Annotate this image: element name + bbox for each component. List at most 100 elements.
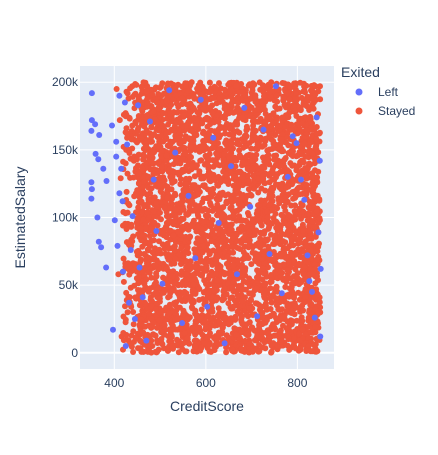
stayed-point[interactable] xyxy=(137,338,144,344)
stayed-point[interactable] xyxy=(182,150,189,157)
stayed-point[interactable] xyxy=(222,147,229,154)
stayed-point[interactable] xyxy=(205,281,212,287)
stayed-point[interactable] xyxy=(273,295,280,302)
stayed-point[interactable] xyxy=(227,125,233,132)
stayed-point[interactable] xyxy=(295,246,302,253)
legend-item-left[interactable]: Left xyxy=(355,85,399,99)
left-point[interactable] xyxy=(135,102,142,109)
left-point[interactable] xyxy=(118,165,125,172)
stayed-point[interactable] xyxy=(306,309,313,316)
stayed-point[interactable] xyxy=(280,189,287,196)
legend-item-stayed[interactable]: Stayed xyxy=(355,104,416,118)
stayed-point[interactable] xyxy=(135,151,142,158)
stayed-point[interactable] xyxy=(267,89,273,96)
stayed-point[interactable] xyxy=(260,175,267,182)
stayed-point[interactable] xyxy=(289,318,296,325)
stayed-point[interactable] xyxy=(205,213,212,220)
stayed-point[interactable] xyxy=(206,89,213,96)
stayed-point[interactable] xyxy=(158,339,165,346)
stayed-point[interactable] xyxy=(151,254,157,261)
stayed-point[interactable] xyxy=(217,190,224,197)
stayed-point[interactable] xyxy=(234,257,241,264)
stayed-point[interactable] xyxy=(219,211,226,217)
stayed-point[interactable] xyxy=(296,121,303,128)
stayed-point[interactable] xyxy=(201,205,208,212)
stayed-point[interactable] xyxy=(242,98,249,104)
stayed-point[interactable] xyxy=(210,176,217,183)
stayed-point[interactable] xyxy=(197,315,204,322)
stayed-point[interactable] xyxy=(130,309,137,315)
stayed-point[interactable] xyxy=(248,145,255,152)
stayed-point[interactable] xyxy=(201,137,208,144)
stayed-point[interactable] xyxy=(222,139,229,146)
stayed-point[interactable] xyxy=(219,297,226,304)
stayed-point[interactable] xyxy=(275,332,282,339)
stayed-point[interactable] xyxy=(303,182,310,188)
stayed-point[interactable] xyxy=(122,303,128,310)
left-point[interactable] xyxy=(317,265,324,272)
stayed-point[interactable] xyxy=(125,293,132,300)
stayed-point[interactable] xyxy=(202,152,209,159)
stayed-point[interactable] xyxy=(238,313,245,320)
stayed-point[interactable] xyxy=(300,307,307,314)
left-point[interactable] xyxy=(289,133,296,140)
stayed-point[interactable] xyxy=(183,163,190,170)
stayed-point[interactable] xyxy=(143,224,149,231)
stayed-point[interactable] xyxy=(129,145,136,152)
stayed-point[interactable] xyxy=(254,207,261,214)
stayed-point[interactable] xyxy=(243,153,250,160)
stayed-point[interactable] xyxy=(172,255,179,262)
stayed-point[interactable] xyxy=(155,346,162,353)
stayed-point[interactable] xyxy=(276,105,283,112)
stayed-point[interactable] xyxy=(228,203,235,210)
stayed-point[interactable] xyxy=(215,95,222,102)
stayed-point[interactable] xyxy=(223,200,230,207)
stayed-point[interactable] xyxy=(315,219,322,226)
stayed-point[interactable] xyxy=(227,295,234,302)
stayed-point[interactable] xyxy=(278,136,285,143)
left-point[interactable] xyxy=(88,90,95,97)
stayed-point[interactable] xyxy=(234,308,241,315)
stayed-point[interactable] xyxy=(162,226,169,233)
stayed-point[interactable] xyxy=(201,182,208,189)
stayed-point[interactable] xyxy=(178,224,185,231)
stayed-point[interactable] xyxy=(283,308,290,315)
stayed-point[interactable] xyxy=(161,90,167,97)
stayed-point[interactable] xyxy=(231,325,238,332)
stayed-point[interactable] xyxy=(183,175,190,182)
stayed-point[interactable] xyxy=(245,212,252,219)
stayed-point[interactable] xyxy=(238,202,245,209)
stayed-point[interactable] xyxy=(239,193,246,200)
stayed-point[interactable] xyxy=(239,298,246,305)
left-point[interactable] xyxy=(247,203,254,210)
stayed-point[interactable] xyxy=(170,232,177,239)
stayed-point[interactable] xyxy=(178,245,185,252)
stayed-point[interactable] xyxy=(210,287,217,294)
stayed-point[interactable] xyxy=(250,126,257,133)
stayed-point[interactable] xyxy=(308,247,315,254)
stayed-point[interactable] xyxy=(174,289,181,296)
stayed-point[interactable] xyxy=(197,253,203,260)
stayed-point[interactable] xyxy=(172,206,179,213)
stayed-point[interactable] xyxy=(181,339,188,346)
stayed-point[interactable] xyxy=(235,169,242,176)
stayed-point[interactable] xyxy=(146,233,153,239)
left-point[interactable] xyxy=(88,186,95,193)
stayed-point[interactable] xyxy=(261,230,267,237)
stayed-point[interactable] xyxy=(199,144,206,151)
stayed-point[interactable] xyxy=(285,228,292,234)
stayed-point[interactable] xyxy=(207,222,214,229)
stayed-point[interactable] xyxy=(246,305,253,312)
stayed-point[interactable] xyxy=(265,243,272,250)
stayed-point[interactable] xyxy=(171,309,178,316)
stayed-point[interactable] xyxy=(309,87,316,94)
stayed-point[interactable] xyxy=(214,134,221,141)
stayed-point[interactable] xyxy=(290,224,297,231)
stayed-point[interactable] xyxy=(137,225,144,232)
stayed-point[interactable] xyxy=(185,226,192,233)
stayed-point[interactable] xyxy=(126,271,133,278)
stayed-point[interactable] xyxy=(161,177,168,184)
stayed-point[interactable] xyxy=(266,123,273,130)
left-point[interactable] xyxy=(204,303,211,310)
stayed-point[interactable] xyxy=(120,337,127,344)
